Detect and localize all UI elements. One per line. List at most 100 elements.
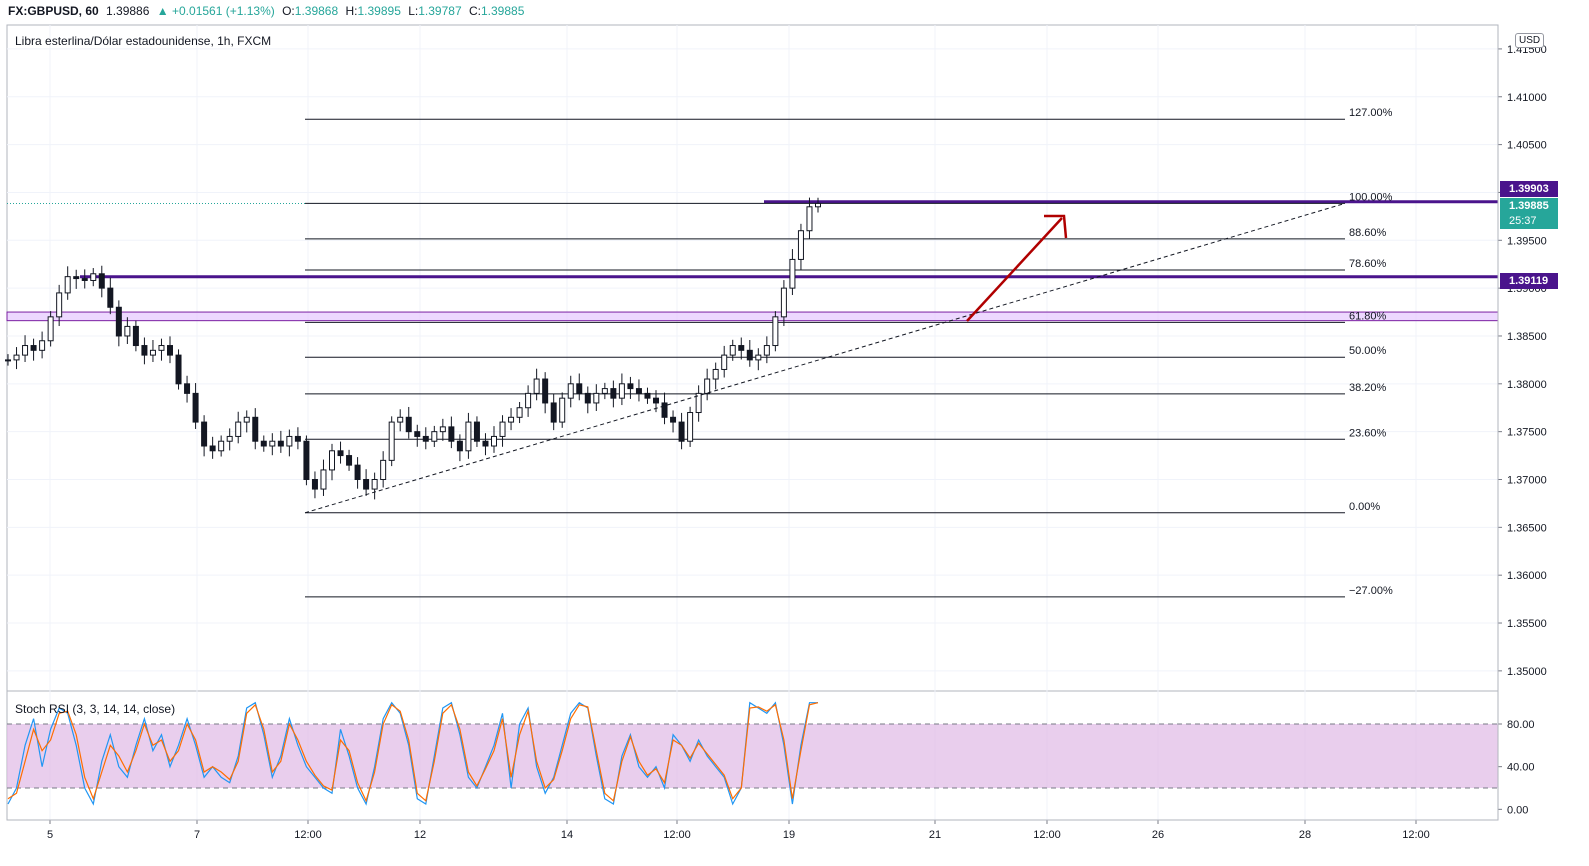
candle-body <box>516 407 523 418</box>
candle-body <box>755 354 762 361</box>
candle-body <box>311 478 318 490</box>
level-price-tag-mid: 1.39119 <box>1500 273 1558 289</box>
low-label: L: <box>408 4 419 18</box>
y-tick-label: 1.38500 <box>1507 331 1547 343</box>
symbol-header: FX:GBPUSD, 60 1.39886 ▲ +0.01561 (+1.13%… <box>0 0 1589 22</box>
fib-level-label: 0.00% <box>1349 501 1380 513</box>
high-label: H: <box>345 4 358 18</box>
last-price-tag: 1.39885 <box>1500 198 1558 214</box>
price-axis[interactable]: 1.415001.410001.405001.400001.395001.390… <box>1497 25 1547 820</box>
stoch-rsi-pane <box>7 701 1498 806</box>
candle-body <box>584 392 591 404</box>
candle-body <box>405 416 412 433</box>
candle-body <box>141 345 148 356</box>
candle-body <box>712 368 719 380</box>
candle-body <box>192 392 199 423</box>
fib-level-label: 78.60% <box>1349 258 1387 270</box>
resistance-zone <box>6 200 1499 322</box>
y-tick-label: 1.39500 <box>1507 235 1547 247</box>
fib-level-label: 50.00% <box>1349 345 1387 357</box>
candle-body <box>772 316 779 347</box>
candle-body <box>329 450 335 471</box>
candle-body <box>294 435 301 442</box>
candle-body <box>704 378 711 394</box>
close-value: 1.39885 <box>480 4 525 18</box>
candle-body <box>363 478 370 490</box>
candle-body <box>175 354 182 385</box>
candle-body <box>380 459 387 480</box>
fib-level-label: 88.60% <box>1349 227 1387 239</box>
candle-body <box>337 450 344 457</box>
fib-level-label: 61.80% <box>1349 310 1387 322</box>
x-tick-label: 12:00 <box>294 829 322 841</box>
y-tick-label: 1.37000 <box>1507 474 1547 486</box>
candle-body <box>124 325 131 337</box>
candle-body <box>303 440 310 480</box>
candle-body <box>738 345 745 351</box>
candle-body <box>618 383 625 399</box>
stoch-band-fill <box>7 724 1498 788</box>
x-tick-label: 5 <box>47 829 53 841</box>
stoch-y-tick-label: 0.00 <box>1507 804 1528 816</box>
fibonacci-retracement[interactable]: 127.00% 100.00% 88.60% 78.60% 61.80% 50.00% 38… <box>305 107 1393 598</box>
stoch-y-tick-label: 40.00 <box>1507 762 1535 774</box>
candle-body <box>277 440 284 447</box>
close-label: C: <box>468 4 481 18</box>
low-value: 1.39787 <box>418 4 462 18</box>
candle-body <box>670 416 677 423</box>
candle-body <box>64 276 71 294</box>
candle-body <box>346 455 353 466</box>
currency-badge[interactable]: USD <box>1515 33 1545 48</box>
candle-body <box>687 412 694 442</box>
x-tick-label: 19 <box>783 829 795 841</box>
candle-body <box>414 431 421 437</box>
last-price: 1.39886 <box>106 4 150 18</box>
candle-body <box>797 230 804 260</box>
x-tick-label: 12 <box>414 829 426 841</box>
x-tick-label: 12:00 <box>1033 829 1061 841</box>
candle-body <box>627 383 634 390</box>
candle-body <box>499 421 506 437</box>
candle-body <box>13 354 20 361</box>
candle-body <box>22 345 29 356</box>
x-tick-label: 12:00 <box>663 829 691 841</box>
high-value: 1.39895 <box>357 4 401 18</box>
candle-body <box>388 421 395 461</box>
candle-body <box>56 292 63 318</box>
candle-body <box>721 354 728 370</box>
y-tick-label: 1.40500 <box>1507 140 1547 152</box>
candle-body <box>371 478 378 490</box>
stoch-d-line <box>7 702 819 803</box>
y-tick-label: 1.36500 <box>1507 522 1547 534</box>
candle-body <box>5 359 11 362</box>
candle-body <box>508 416 515 423</box>
candle-series <box>5 197 821 500</box>
candle-body <box>132 325 139 347</box>
candle-body <box>252 416 259 442</box>
candle-body <box>439 426 446 433</box>
stoch-rsi-title: Stoch RSI (3, 3, 14, 14, close) <box>15 702 176 716</box>
trend-drawings[interactable] <box>304 202 1346 514</box>
candle-body <box>39 340 46 351</box>
x-tick-label: 26 <box>1152 829 1164 841</box>
time-axis[interactable]: 5 7 12:00 12 14 12:00 19 21 12:00 26 28 12:00 <box>7 819 1498 841</box>
x-tick-label: 12:00 <box>1402 829 1430 841</box>
candle-body <box>533 378 540 394</box>
y-tick-label: 1.37500 <box>1507 427 1547 439</box>
candle-body <box>465 421 472 452</box>
candle-body <box>525 392 532 409</box>
open-value: 1.39868 <box>294 4 339 18</box>
candle-body <box>542 378 549 404</box>
candle-body <box>576 383 583 394</box>
candle-body <box>243 416 250 423</box>
candle-body <box>431 431 438 442</box>
candle-body <box>81 278 88 281</box>
symbol-label[interactable]: FX:GBPUSD, 60 <box>8 4 99 18</box>
candle-body <box>482 440 489 447</box>
candle-body <box>491 435 497 447</box>
fib-level-label: 127.00% <box>1349 107 1393 119</box>
candle-body <box>286 435 293 447</box>
candle-body <box>201 421 208 447</box>
candle-body <box>473 421 480 442</box>
